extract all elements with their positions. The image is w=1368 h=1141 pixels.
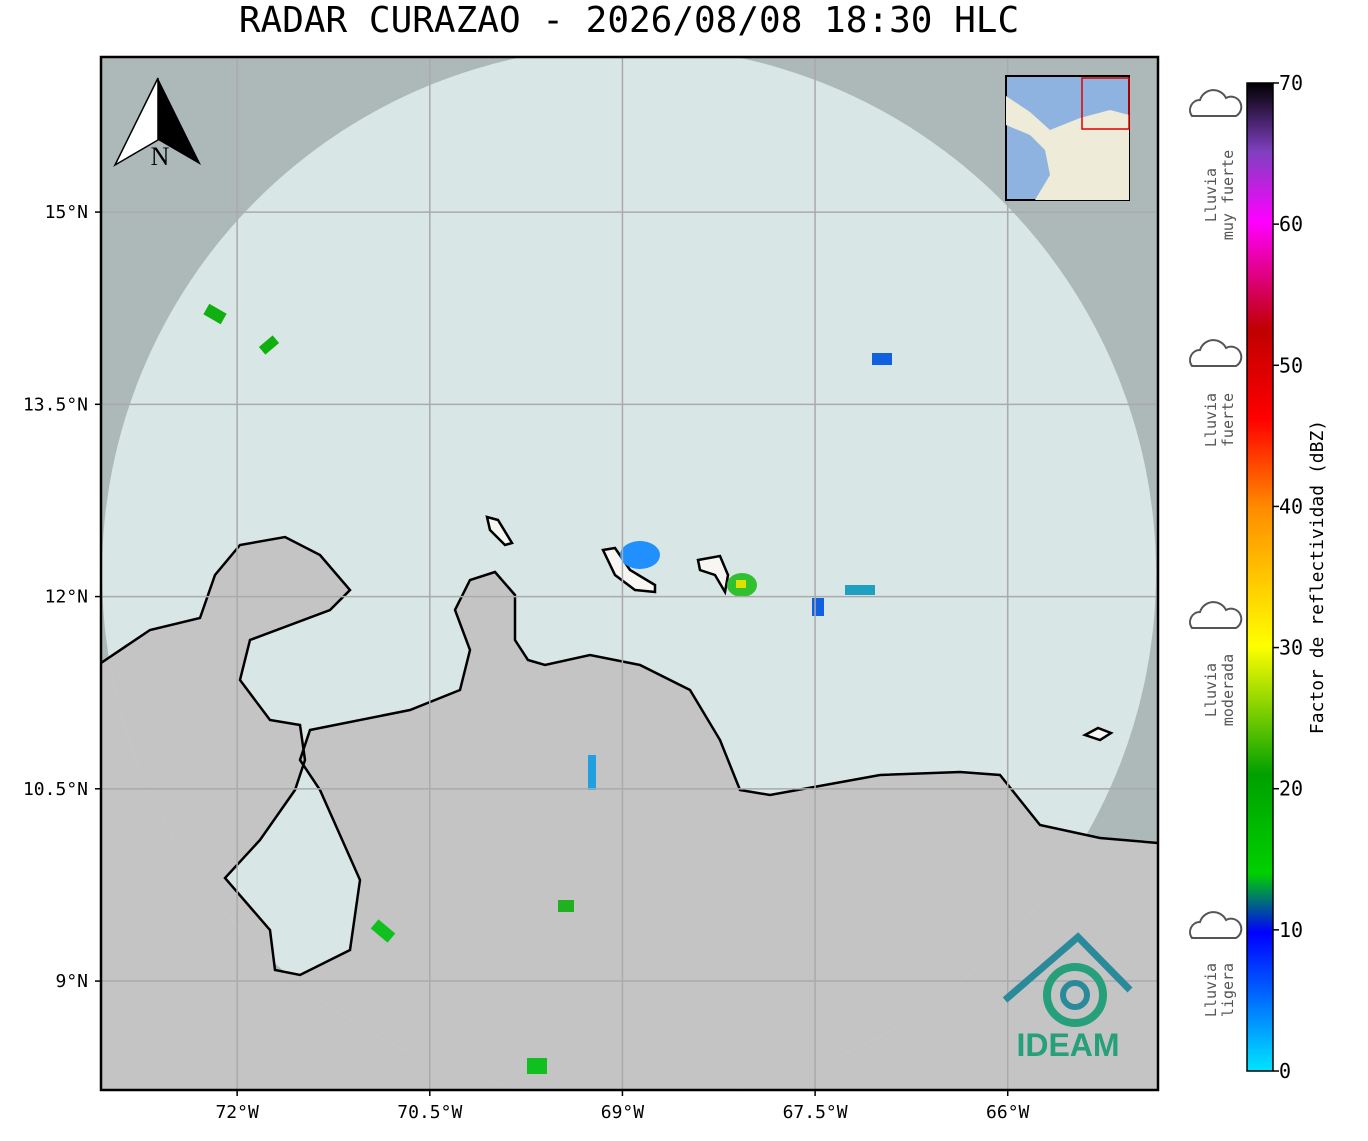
- map-frame: [99, 55, 1160, 1092]
- graticule: [101, 57, 1158, 1090]
- lat-tick-label: 13.5°N: [23, 394, 88, 415]
- island: [1081, 726, 1114, 742]
- colorbar-label: Factor de reflectividad (dBZ): [1307, 420, 1328, 734]
- colorbar-tick-label: 50: [1279, 353, 1303, 377]
- rain-label: Lluvia: [1202, 168, 1220, 222]
- island-curacao: [601, 546, 657, 594]
- rain-label: ligera: [1219, 963, 1237, 1017]
- cloud-icon: [1189, 339, 1243, 367]
- radar-echo: [845, 585, 875, 595]
- lat-tick-label: 15°N: [45, 202, 88, 223]
- north-arrow-right: [158, 78, 201, 165]
- logo-swirl-inner: [1060, 980, 1090, 1010]
- radar-echo: [736, 580, 746, 588]
- logo-swirl: [1043, 963, 1107, 1027]
- rain-label: Lluvia: [1202, 393, 1220, 447]
- lon-tick-label: 69°W: [601, 1102, 645, 1123]
- cloud-icon: [1189, 911, 1243, 939]
- logo-text: IDEAM: [1016, 1027, 1119, 1063]
- inset-map: [1005, 75, 1130, 201]
- radar-echo: [812, 598, 824, 616]
- lat-tick-label: 12°N: [45, 587, 88, 608]
- lat-tick-label: 10.5°N: [23, 779, 88, 800]
- north-arrow: N: [113, 77, 201, 171]
- colorbar-tick-label: 40: [1279, 494, 1303, 518]
- lon-tick-label: 67.5°W: [783, 1102, 848, 1123]
- cloud-icon: [1189, 601, 1243, 629]
- rain-label: fuerte: [1219, 393, 1237, 447]
- colorbar-tick-label: 70: [1279, 71, 1303, 95]
- colorbar-tick-label: 60: [1279, 212, 1303, 236]
- rain-label: Lluvia: [1202, 663, 1220, 717]
- island-aruba: [485, 515, 514, 547]
- inset-extent: [1081, 77, 1130, 130]
- radar-echo: [527, 1058, 547, 1074]
- map-area: N IDEAM: [101, 57, 1158, 1090]
- lon-tick-label: 66°W: [986, 1102, 1030, 1123]
- rain-label: moderada: [1219, 654, 1237, 726]
- radar-echo: [620, 541, 660, 569]
- cloud-icon: [1189, 89, 1243, 117]
- logo-roof: [1002, 932, 1133, 1003]
- radar-echo: [258, 335, 280, 355]
- lon-tick-label: 72°W: [215, 1102, 259, 1123]
- island-bonaire: [696, 554, 730, 596]
- inset-land: [1006, 96, 1129, 200]
- radar-echoes: [203, 303, 892, 1074]
- radar-echo: [370, 919, 396, 943]
- colorbar-tick-label: 20: [1279, 777, 1303, 801]
- colorbar-tick-label: 30: [1279, 636, 1303, 660]
- radar-echo: [558, 900, 574, 912]
- north-label: N: [151, 142, 170, 171]
- rain-label: Lluvia: [1202, 963, 1220, 1017]
- lat-tick-label: 9°N: [55, 971, 88, 992]
- coastline: [101, 535, 1158, 977]
- radar-echo: [203, 303, 227, 325]
- colorbar-tick-label: 10: [1279, 918, 1303, 942]
- radar-echo: [872, 353, 892, 365]
- radar-echo: [588, 755, 596, 790]
- colorbar: [1246, 82, 1274, 1072]
- colorbar-tick-label: 0: [1279, 1059, 1291, 1083]
- lon-tick-label: 70.5°W: [397, 1102, 462, 1123]
- title: RADAR CURAZAO - 2026/08/08 18:30 HLC: [239, 0, 1019, 41]
- rain-label: muy fuerte: [1219, 150, 1237, 240]
- logo: IDEAM: [1002, 932, 1133, 1063]
